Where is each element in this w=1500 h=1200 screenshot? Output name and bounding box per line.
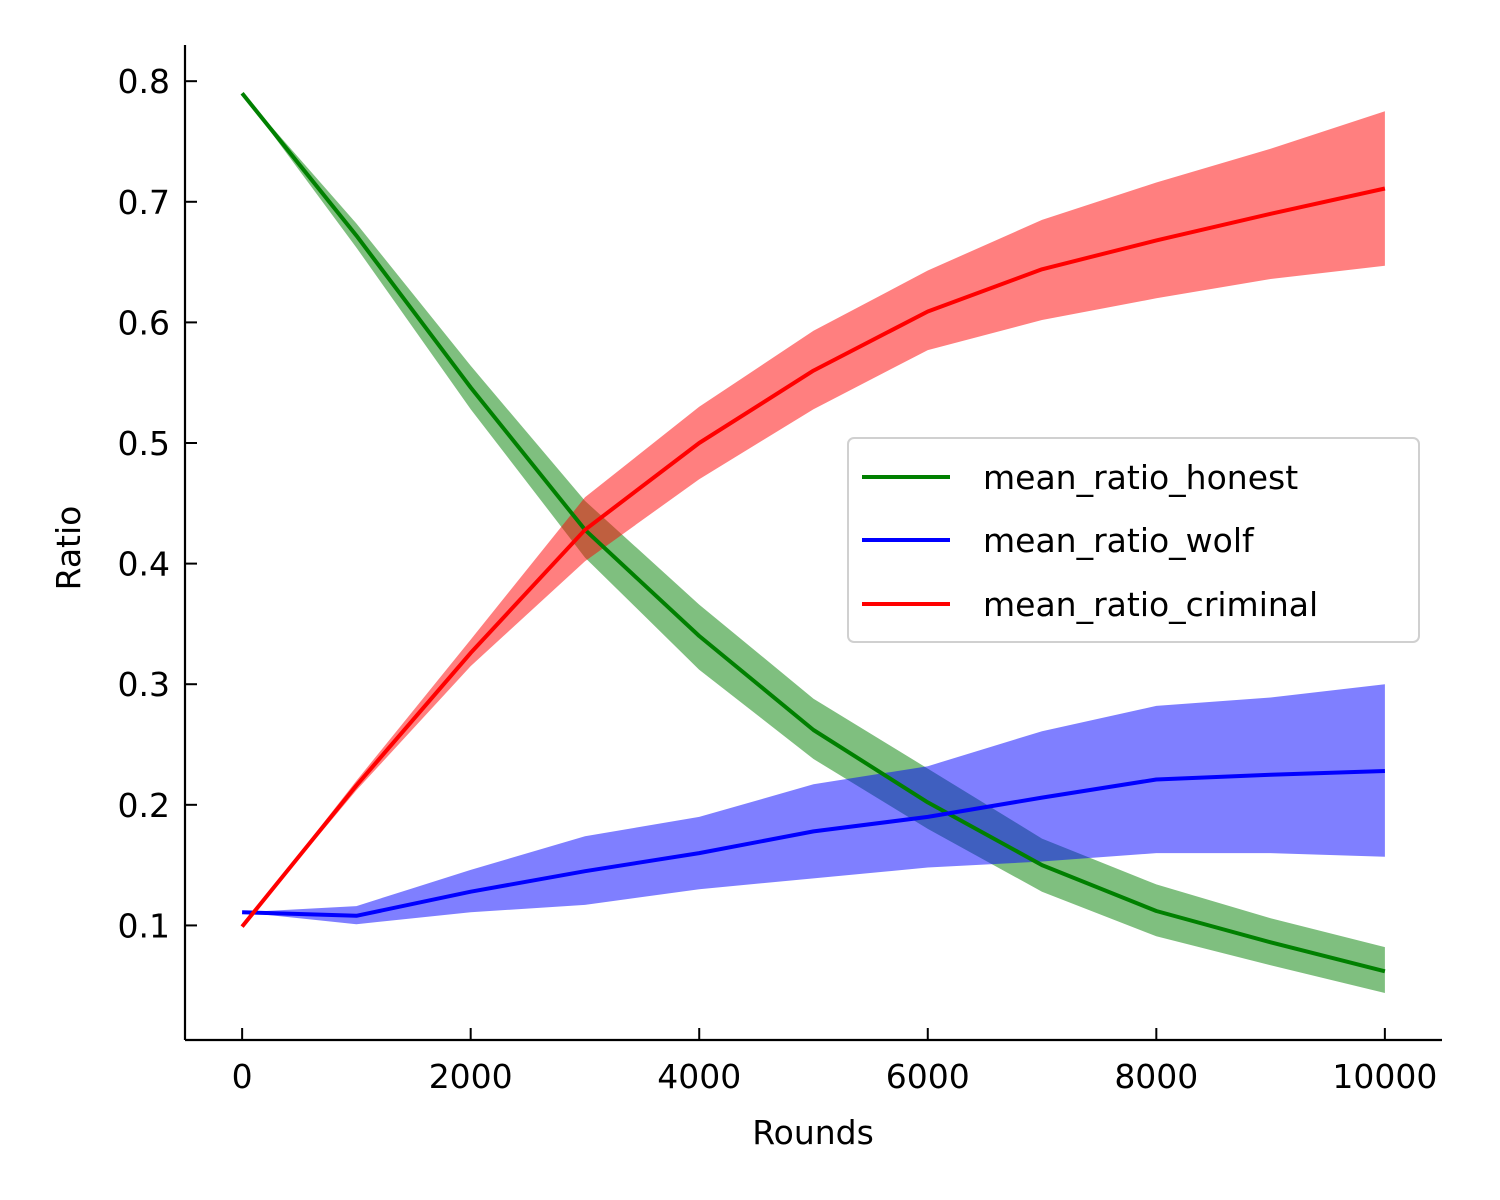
- series-lines: [240, 91, 1386, 974]
- y-tick-label: 0.3: [118, 665, 170, 704]
- x-tick-label: 6000: [886, 1057, 970, 1096]
- confidence-bands: [242, 93, 1385, 993]
- legend-label-honest: mean_ratio_honest: [983, 458, 1298, 497]
- y-tick-label: 0.2: [118, 786, 170, 825]
- band-mean_ratio_wolf: [242, 684, 1385, 925]
- line-mean_ratio_criminal: [240, 186, 1386, 928]
- x-ticks: 0 2000 4000 6000 8000 10000: [232, 1028, 1437, 1096]
- line-mean_ratio_wolf: [242, 769, 1385, 918]
- y-tick-label: 0.6: [118, 303, 170, 342]
- legend: mean_ratio_honest mean_ratio_wolf mean_r…: [847, 437, 1420, 643]
- x-axis-label: Rounds: [752, 1113, 874, 1152]
- x-tick-label: 2000: [429, 1057, 513, 1096]
- y-tick-label: 0.1: [118, 906, 170, 945]
- line-mean_ratio_honest: [240, 91, 1386, 974]
- x-tick-label: 4000: [657, 1057, 741, 1096]
- legend-box: [847, 437, 1420, 643]
- x-tick-label: 10000: [1332, 1057, 1437, 1096]
- y-tick-label: 0.5: [118, 424, 170, 463]
- axes: [183, 45, 1442, 1042]
- x-tick-label: 8000: [1114, 1057, 1198, 1096]
- y-ticks: 0.1 0.2 0.3 0.4 0.5 0.6 0.7 0.8: [118, 62, 197, 945]
- y-tick-label: 0.7: [118, 183, 170, 222]
- x-tick-label: 0: [232, 1057, 253, 1096]
- legend-label-wolf: mean_ratio_wolf: [983, 521, 1255, 560]
- band-mean_ratio_criminal: [242, 111, 1385, 927]
- legend-label-criminal: mean_ratio_criminal: [983, 585, 1318, 624]
- y-tick-label: 0.4: [118, 545, 170, 584]
- y-axis-label: Ratio: [49, 506, 88, 591]
- y-tick-label: 0.8: [118, 62, 170, 101]
